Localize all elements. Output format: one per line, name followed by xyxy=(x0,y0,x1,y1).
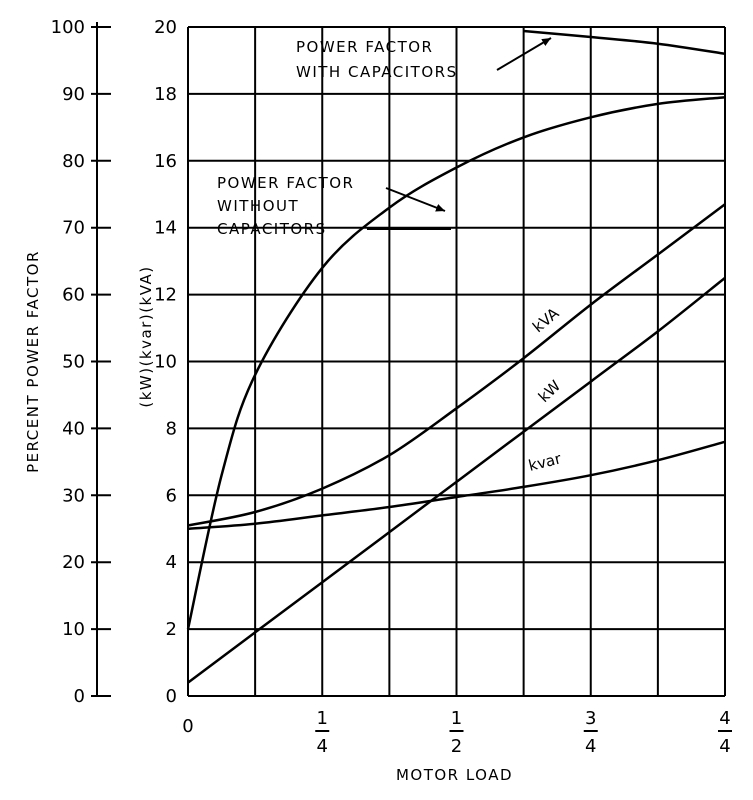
x-tick-denominator: 2 xyxy=(451,736,462,757)
left-axis-title: PERCENT POWER FACTOR xyxy=(24,250,42,473)
annotation-pf-with-capacitors-line-2: WITH CAPACITORS xyxy=(296,63,458,81)
annotation-pf-without-capacitors-line-3: CAPACITORS xyxy=(217,220,327,238)
x-axis-title: MOTOR LOAD xyxy=(396,766,513,784)
right-axis: 0 2 4 6 8 10 12 14 16 18 20 (kW)(kvar)(kVA) xyxy=(137,17,177,707)
annotation-arrow xyxy=(385,187,446,212)
annotation-pf-without-capacitors-line-2: WITHOUT xyxy=(217,197,299,215)
x-tick-denominator: 4 xyxy=(719,736,730,757)
kw-tick-label: 20 xyxy=(154,17,177,38)
x-tick-denominator: 4 xyxy=(317,736,328,757)
left-axis: 0 10 20 30 40 50 60 70 80 90 100 PERCENT POWER FACT… xyxy=(24,17,111,707)
x-tick-fraction: 44 xyxy=(718,708,732,757)
x-tick-fraction: 34 xyxy=(583,708,598,757)
kw-tick-label: 6 xyxy=(166,485,177,506)
x-tick-fraction: 14 xyxy=(315,708,330,757)
kw-tick-label: 0 xyxy=(166,686,177,707)
series-layer xyxy=(186,29,726,684)
x-tick-numerator: 4 xyxy=(719,708,730,729)
series-line-power-factor-with-capacitors xyxy=(523,29,726,56)
x-tick-numerator: 3 xyxy=(585,708,596,729)
series-line-kw xyxy=(187,276,726,684)
left-tick-label: 100 xyxy=(51,17,85,38)
kw-tick-label: 12 xyxy=(154,285,177,306)
annotation-pf-without-capacitors-line-1: POWER FACTOR xyxy=(217,174,354,192)
series-line-power-factor-without-capacitors xyxy=(186,95,726,630)
left-tick-label: 50 xyxy=(62,352,85,373)
x-tick-label: 0 xyxy=(182,716,193,737)
x-tick-fraction: 12 xyxy=(449,708,464,757)
kw-tick-label: 10 xyxy=(154,352,177,373)
annotation-kw: kW xyxy=(535,377,565,406)
annotation-layer: POWER FACTOR WITH CAPACITORS POWER FACTOR W… xyxy=(217,37,565,475)
annotation-arrow xyxy=(496,37,552,71)
grid-layer xyxy=(187,26,726,697)
left-tick-label: 40 xyxy=(62,418,85,439)
left-tick-label: 80 xyxy=(62,151,85,172)
x-tick-denominator: 4 xyxy=(585,736,596,757)
kw-tick-label: 18 xyxy=(154,84,177,105)
kw-axis-title: (kW)(kvar)(kVA) xyxy=(137,265,155,407)
kw-tick-label: 2 xyxy=(166,619,177,640)
left-tick-label: 70 xyxy=(62,218,85,239)
left-tick-label: 60 xyxy=(62,285,85,306)
left-tick-label: 30 xyxy=(62,485,85,506)
series-line-kva xyxy=(187,203,726,527)
left-tick-label: 90 xyxy=(62,84,85,105)
left-tick-label: 10 xyxy=(62,619,85,640)
left-tick-label: 0 xyxy=(74,686,85,707)
annotation-kvar: kvar xyxy=(527,449,564,475)
series-line-kvar xyxy=(187,440,726,531)
kw-tick-label: 16 xyxy=(154,151,177,172)
x-tick-numerator: 1 xyxy=(451,708,462,729)
kw-tick-label: 4 xyxy=(166,552,177,573)
annotation-pf-with-capacitors-line-1: POWER FACTOR xyxy=(296,38,433,56)
left-tick-label: 20 xyxy=(62,552,85,573)
kw-tick-label: 14 xyxy=(154,218,177,239)
kw-tick-label: 8 xyxy=(166,418,177,439)
x-tick-numerator: 1 xyxy=(317,708,328,729)
